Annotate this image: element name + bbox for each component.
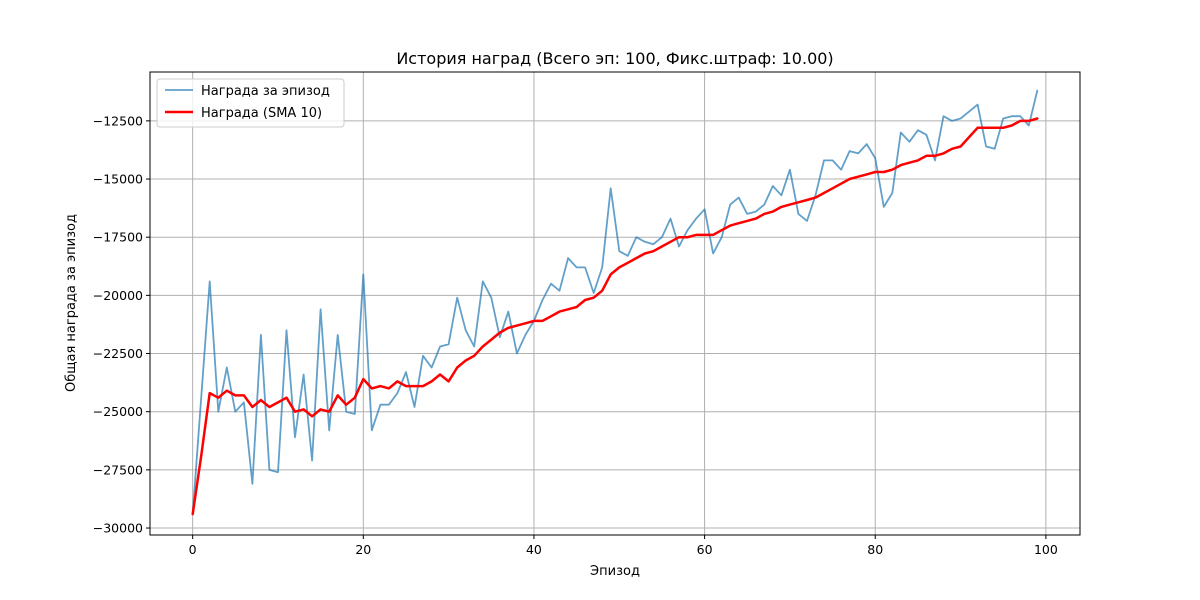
series-line-episode	[191, 89, 1039, 515]
plot-area	[149, 71, 1081, 536]
y-axis-label: Общая награда за эпизод	[64, 214, 79, 392]
axes-frame	[149, 71, 1081, 536]
x-tick-label: 20	[355, 542, 371, 557]
chart-title: История наград (Всего эп: 100, Фикс.штра…	[396, 49, 833, 68]
y-tick-label: −30000	[93, 521, 143, 536]
y-tick-label: −12500	[93, 113, 143, 128]
legend: Награда за эпизод Награда (SMA 10)	[156, 78, 345, 128]
y-tick-label: −27500	[93, 462, 143, 477]
y-tick-label: −25000	[93, 404, 143, 419]
axes-background	[150, 72, 1080, 535]
y-axis-ticks: −30000 −27500 −25000 −22500 −20000 −17500 −150…	[93, 113, 150, 536]
x-axis-label: Эпизод	[590, 564, 640, 579]
series-line-sma	[191, 117, 1039, 516]
legend-label-sma: Награда (SMA 10)	[201, 106, 322, 121]
y-tick-label: −22500	[93, 346, 143, 361]
x-axis-ticks: 0 20 40 60 80 100	[189, 535, 1058, 557]
series-layer	[191, 89, 1039, 516]
y-tick-label: −17500	[93, 230, 143, 245]
x-tick-label: 100	[1034, 542, 1058, 557]
x-tick-label: 60	[697, 542, 713, 557]
y-tick-label: −15000	[93, 172, 143, 187]
legend-label-episode: Награда за эпизод	[201, 84, 330, 99]
x-tick-label: 80	[867, 542, 883, 557]
legend-box	[156, 78, 345, 128]
y-tick-label: −20000	[93, 288, 143, 303]
x-tick-label: 0	[189, 542, 197, 557]
x-tick-label: 40	[526, 542, 542, 557]
